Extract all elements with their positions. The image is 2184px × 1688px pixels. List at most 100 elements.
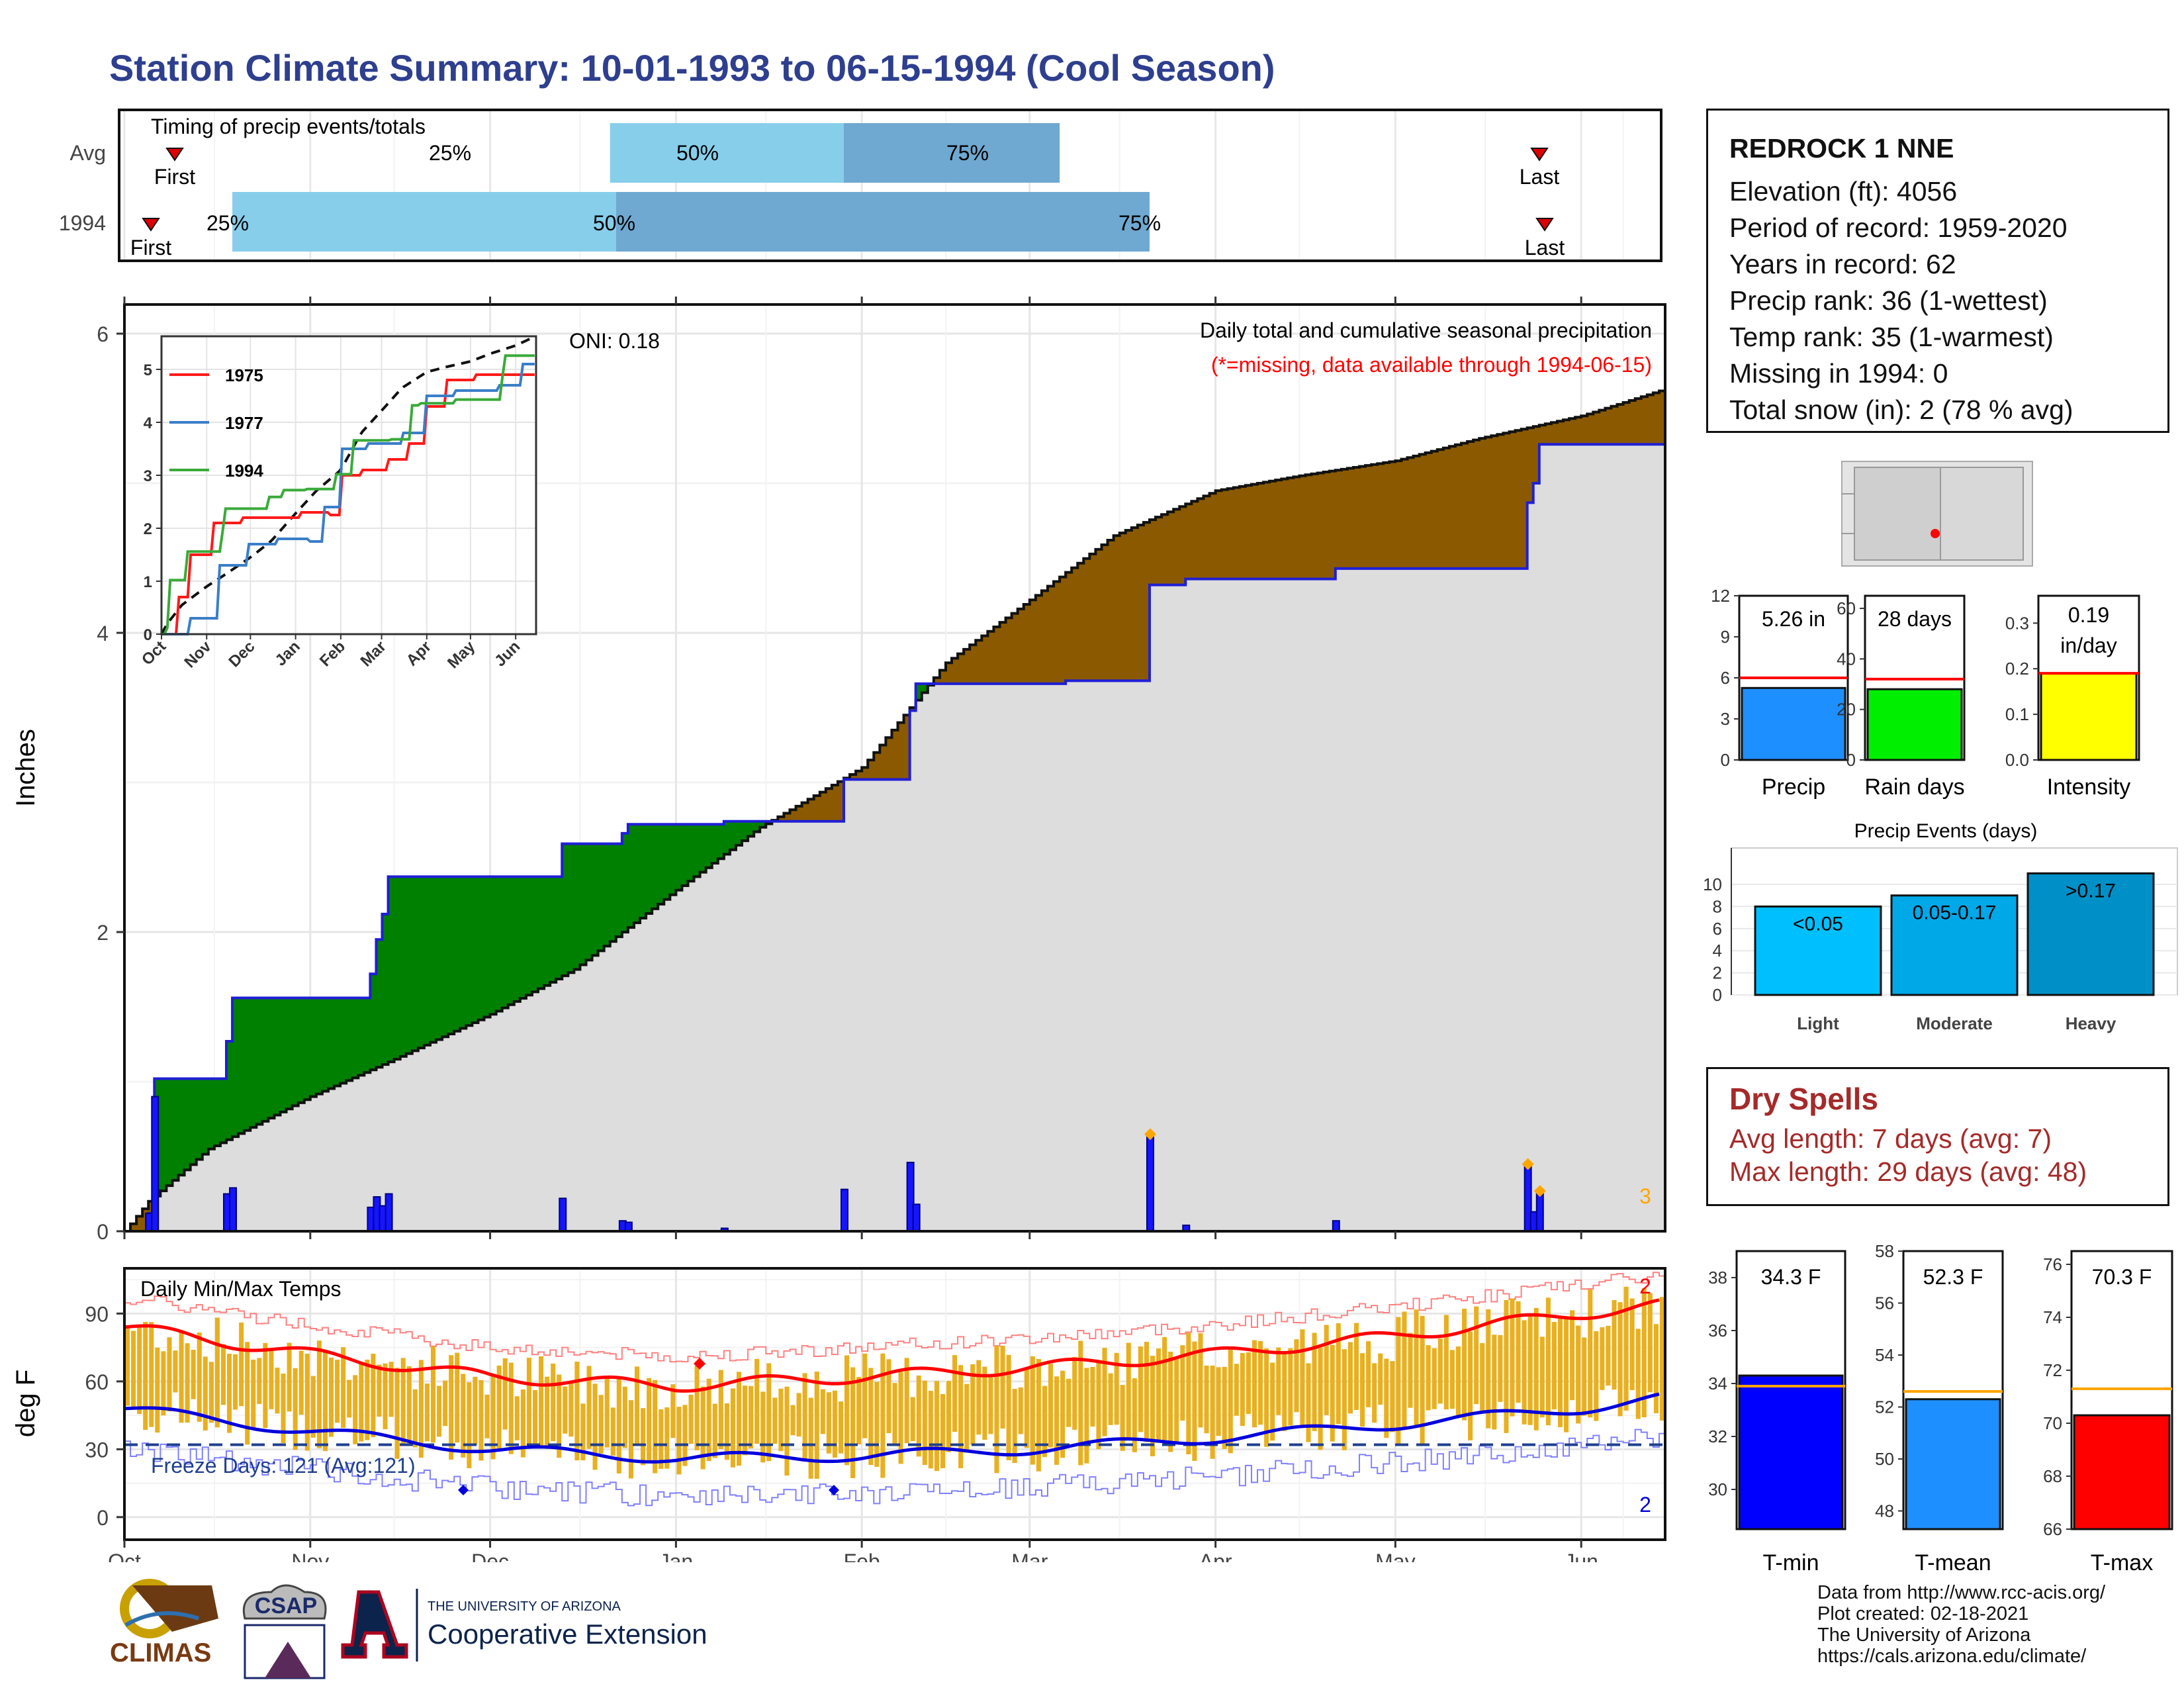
temp-day-bar <box>137 1324 142 1415</box>
events-category-label: Light <box>1797 1013 1839 1033</box>
temp-day-bar <box>892 1383 897 1446</box>
temp-day-bar <box>598 1395 604 1454</box>
temp-day-bar <box>467 1382 472 1468</box>
daily-temp-bars <box>125 1286 1664 1479</box>
temp-day-bar <box>461 1374 466 1458</box>
temp-y-tick-label: 60 <box>85 1370 109 1394</box>
1994-last-marker <box>1535 218 1554 232</box>
temp-day-bar <box>1570 1310 1575 1401</box>
temp-day-bar <box>1353 1323 1359 1410</box>
temp-day-bar <box>706 1378 711 1462</box>
temp-day-bar <box>1414 1309 1419 1427</box>
temp-day-bar <box>1617 1302 1623 1417</box>
temp-day-bar <box>1114 1352 1119 1425</box>
daily-precip-bar <box>1146 1135 1154 1232</box>
temp-y-label: deg F <box>11 1370 40 1437</box>
tbar-tick-label: 50 <box>1875 1449 1894 1469</box>
tbar-tick-label: 52 <box>1875 1397 1894 1417</box>
temp-day-bar <box>688 1394 694 1444</box>
temp-day-bar <box>167 1337 172 1412</box>
temp-day-bar <box>1390 1361 1395 1432</box>
tbar-tick-label: 30 <box>1708 1479 1727 1499</box>
events-tick-label: 6 <box>1713 919 1722 939</box>
temp-day-bar <box>574 1361 580 1461</box>
inset-average-line <box>160 335 535 635</box>
temp-day-bar <box>1048 1364 1054 1448</box>
precip-corner-count: 3 <box>1639 1184 1651 1208</box>
avg-first-marker <box>165 148 184 162</box>
mini-0-value-bar <box>1741 686 1846 761</box>
temp-day-bar <box>910 1397 915 1442</box>
month-label: Apr <box>1199 1550 1232 1562</box>
temp-day-bar <box>1468 1331 1473 1440</box>
temp-day-bar <box>508 1362 514 1454</box>
temp-day-bar <box>850 1367 856 1478</box>
temp-day-bar <box>1228 1347 1233 1454</box>
events-tick-label: 0 <box>1713 985 1722 1005</box>
temp-day-bar <box>580 1403 586 1461</box>
temp-day-bar <box>418 1360 424 1458</box>
1994-first-marker <box>142 218 160 232</box>
1994-timing-bar-low <box>232 192 616 252</box>
temp-day-bar <box>778 1388 784 1452</box>
temp-day-bar <box>1594 1331 1599 1421</box>
temp-day-bar <box>1096 1362 1101 1450</box>
temp-day-bar <box>641 1408 646 1466</box>
month-label: Jan <box>659 1550 694 1562</box>
temp-day-bar <box>502 1358 508 1430</box>
mini-bar-label: Precip <box>1762 774 1825 800</box>
temp-day-bar <box>245 1342 250 1445</box>
temp-day-bar <box>473 1376 478 1445</box>
temp-day-bar <box>484 1394 490 1438</box>
temp-day-bar <box>916 1375 921 1457</box>
temp-day-bar <box>718 1370 723 1450</box>
temp-day-bar <box>826 1392 831 1454</box>
temp-day-bar <box>946 1381 952 1452</box>
temp-day-bar <box>1036 1358 1041 1472</box>
mini-0-tick-label: 12 <box>1711 586 1730 606</box>
tbar-tick-label: 74 <box>2043 1307 2062 1327</box>
temp-day-bar <box>208 1362 214 1423</box>
timing-row-avg: Avg <box>69 141 106 165</box>
temp-day-bar <box>1138 1346 1143 1432</box>
mini-1-tick-label: 0 <box>1846 750 1856 770</box>
temp-day-bar <box>664 1407 670 1469</box>
temp-day-bar <box>1623 1286 1629 1411</box>
arizona-outline <box>1854 467 1941 561</box>
temp-day-bar <box>1012 1389 1017 1464</box>
temp-day-bar <box>952 1355 958 1432</box>
temp-day-bar <box>1330 1344 1335 1442</box>
temp-day-bar <box>886 1359 891 1434</box>
below-average-area <box>130 391 1666 1232</box>
daily-precip-bar <box>841 1188 849 1232</box>
temp-day-bar <box>155 1347 160 1433</box>
temp-day-bar <box>1455 1346 1461 1416</box>
temp-day-bar <box>125 1327 130 1406</box>
csap-logo: CSAP <box>243 1584 327 1679</box>
temp-day-bar <box>1132 1378 1137 1452</box>
temp-day-bar <box>131 1331 136 1409</box>
1994-first-label: First <box>130 236 171 259</box>
station-location-dot <box>1931 529 1940 538</box>
temp-day-bar <box>670 1384 676 1438</box>
temp-day-bar <box>1174 1358 1179 1445</box>
dry-spells-box: Dry Spells Avg length: 7 days (avg: 7) M… <box>1706 1067 2169 1206</box>
temp-day-bar <box>322 1349 328 1452</box>
precip-y-tick-label: 0 <box>97 1220 109 1244</box>
temp-day-bar <box>922 1380 927 1465</box>
station-missing: Missing in 1994: 0 <box>1729 358 1948 389</box>
ua-logo: THE UNIVERSITY OF ARIZONA Cooperative Ex… <box>341 1589 707 1662</box>
temp-day-bar <box>862 1353 868 1438</box>
mini-0-tick-label: 3 <box>1721 709 1730 729</box>
tbar-tick-label: 56 <box>1875 1293 1894 1313</box>
credit-line-2: Plot created: 02-18-2021 <box>1817 1603 2029 1624</box>
temp-day-bar <box>1216 1367 1221 1436</box>
temp-day-bar <box>383 1363 388 1430</box>
temp-day-bar <box>1300 1329 1305 1427</box>
temp-day-bar <box>1042 1385 1047 1458</box>
temp-day-bar <box>647 1378 652 1463</box>
temp-day-bar <box>1306 1363 1311 1442</box>
temp-day-bar <box>437 1385 442 1437</box>
1994-cumulative-line <box>124 443 1665 1233</box>
temp-day-bar <box>1024 1369 1029 1448</box>
